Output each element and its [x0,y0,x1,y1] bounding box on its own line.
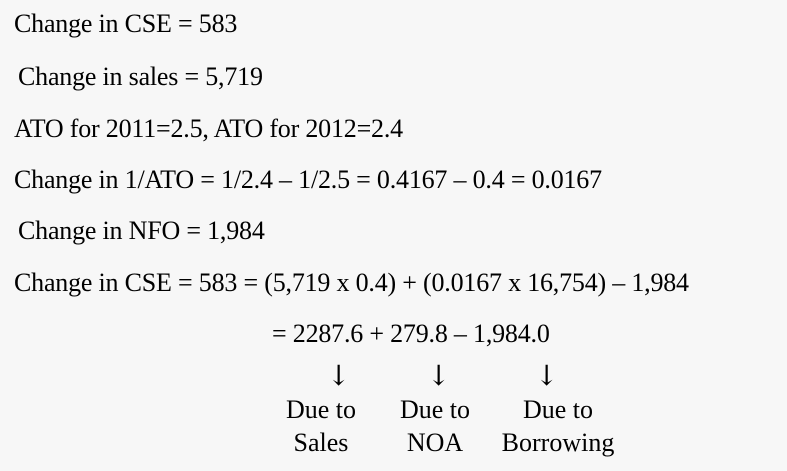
ato-reciprocal-change-line: Change in 1/ATO = 1/2.4 – 1/2.5 = 0.4167… [14,165,602,194]
noa-effect-label: Due to NOA [392,393,478,459]
cse-decomposition-result-line: = 2287.6 + 279.8 – 1,984.0 [272,319,550,348]
borrowing-down-arrow-icon: ↓ [535,359,559,392]
sales-effect-label: Due to Sales [278,393,364,459]
nfo-change-line: Change in NFO = 1,984 [18,216,265,245]
cse-change-line: Change in CSE = 583 [14,9,238,38]
sales-change-line: Change in sales = 5,719 [18,62,263,91]
borrowing-effect-label: Due to Borrowing [492,393,624,459]
borrowing-effect-label-line2: Borrowing [501,428,615,457]
borrowing-effect-label-line1: Due to [522,395,594,424]
cse-decomposition-line: Change in CSE = 583 = (5,719 x 0.4) + (0… [14,268,689,297]
sales-effect-label-line1: Due to [285,395,357,424]
noa-effect-label-line2: NOA [406,428,464,457]
noa-effect-label-line1: Due to [399,395,471,424]
sales-down-arrow-icon: ↓ [327,359,351,392]
noa-down-arrow-icon: ↓ [427,359,451,392]
ato-values-line: ATO for 2011=2.5, ATO for 2012=2.4 [14,114,403,143]
sales-effect-label-line2: Sales [293,428,349,457]
